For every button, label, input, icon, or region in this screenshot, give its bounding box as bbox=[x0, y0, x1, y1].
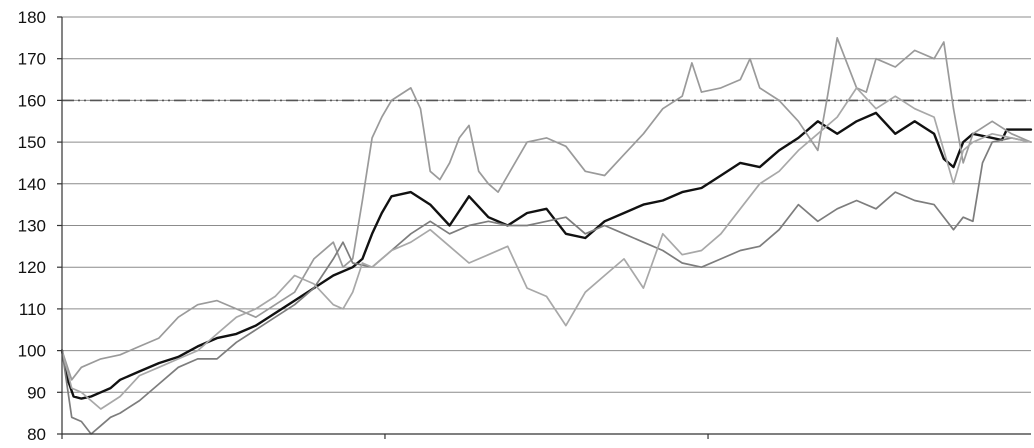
y-tick-label-170: 170 bbox=[18, 50, 46, 69]
series-line-3 bbox=[61, 137, 1032, 435]
y-tick-label-110: 110 bbox=[19, 300, 46, 319]
y-tick-label-80: 80 bbox=[27, 425, 46, 444]
y-tick-label-130: 130 bbox=[18, 217, 46, 236]
y-tick-label-140: 140 bbox=[18, 175, 46, 194]
y-tick-label-150: 150 bbox=[18, 133, 46, 152]
series-line-1 bbox=[60, 111, 1033, 400]
y-tick-label-160: 160 bbox=[18, 91, 46, 110]
y-tick-label-90: 90 bbox=[27, 383, 46, 402]
series-line-2 bbox=[61, 37, 1032, 381]
y-tick-label-100: 100 bbox=[18, 342, 46, 361]
y-tick-label-180: 180 bbox=[18, 8, 46, 27]
series-line-4 bbox=[61, 87, 1032, 410]
y-tick-label-120: 120 bbox=[18, 258, 46, 277]
